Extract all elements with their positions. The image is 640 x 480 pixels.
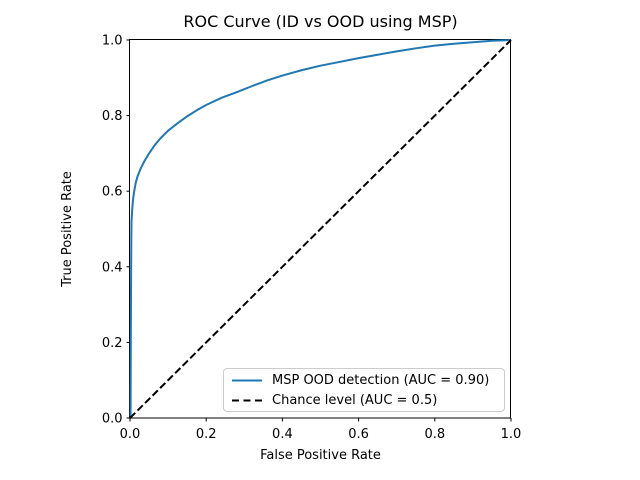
legend-item: Chance level (AUC = 0.5) xyxy=(232,392,496,409)
x-axis-ticks: 0.0 0.2 0.4 0.6 0.8 1.0 xyxy=(120,418,522,442)
legend-line-sample xyxy=(232,379,262,381)
legend-line-sample xyxy=(232,399,262,401)
legend-item: MSP OOD detection (AUC = 0.90) xyxy=(232,372,496,389)
y-tick-label: 0.2 xyxy=(102,336,123,351)
y-tick-label: 0.4 xyxy=(102,260,123,275)
y-axis-label: True Positive Rate xyxy=(60,171,75,288)
y-axis-ticks: 0.0 0.2 0.4 0.6 0.8 1.0 xyxy=(102,34,130,427)
y-tick-label: 0.6 xyxy=(102,185,123,200)
x-tick-label: 0.8 xyxy=(424,427,445,442)
x-tick-label: 0.0 xyxy=(120,427,141,442)
x-axis-label: False Positive Rate xyxy=(260,448,381,463)
plot-area-frame xyxy=(129,39,511,419)
chance-level-line xyxy=(129,39,512,419)
chart-title: ROC Curve (ID vs OOD using MSP) xyxy=(183,12,457,31)
series-lines xyxy=(129,39,512,419)
legend: MSP OOD detection (AUC = 0.90) Chance lev… xyxy=(223,368,505,412)
roc-curve-line xyxy=(129,39,512,419)
x-tick-label: 0.2 xyxy=(196,427,217,442)
y-tick-label: 0.8 xyxy=(102,109,123,124)
y-tick-label: 0.0 xyxy=(102,412,123,427)
legend-label: MSP OOD detection (AUC = 0.90) xyxy=(272,372,490,388)
y-tick-label: 1.0 xyxy=(102,34,123,49)
legend-label: Chance level (AUC = 0.5) xyxy=(272,392,438,408)
x-tick-label: 0.6 xyxy=(348,427,369,442)
x-tick-label: 1.0 xyxy=(501,427,522,442)
x-tick-label: 0.4 xyxy=(272,427,293,442)
